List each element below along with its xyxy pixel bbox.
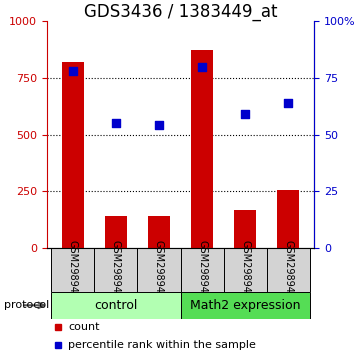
Text: percentile rank within the sample: percentile rank within the sample [68, 340, 256, 350]
Bar [51, 248, 94, 292]
Text: control: control [94, 299, 138, 312]
Title: GDS3436 / 1383449_at: GDS3436 / 1383449_at [84, 3, 277, 21]
Bar [148, 216, 170, 248]
Text: GSM298943: GSM298943 [154, 240, 164, 299]
Bar [138, 248, 180, 292]
Bar [180, 248, 223, 292]
Point [285, 100, 291, 105]
Bar [191, 50, 213, 248]
Point [242, 111, 248, 117]
Bar [94, 248, 138, 292]
Text: GSM298946: GSM298946 [283, 240, 293, 299]
Bar [180, 292, 310, 319]
Bar [278, 190, 299, 248]
Point [156, 122, 162, 128]
Point [70, 68, 76, 74]
Bar [51, 292, 180, 319]
Text: protocol: protocol [4, 300, 49, 310]
Point [113, 120, 119, 126]
Bar [62, 62, 83, 248]
Bar [223, 248, 267, 292]
Bar [234, 210, 256, 248]
Text: GSM298944: GSM298944 [197, 240, 207, 299]
Bar [105, 216, 127, 248]
Text: GSM298945: GSM298945 [240, 240, 250, 299]
Point [199, 64, 205, 69]
Text: GSM298942: GSM298942 [111, 240, 121, 299]
Bar [267, 248, 310, 292]
Text: count: count [68, 322, 100, 332]
Text: Math2 expression: Math2 expression [190, 299, 300, 312]
Text: GSM298941: GSM298941 [68, 240, 78, 299]
